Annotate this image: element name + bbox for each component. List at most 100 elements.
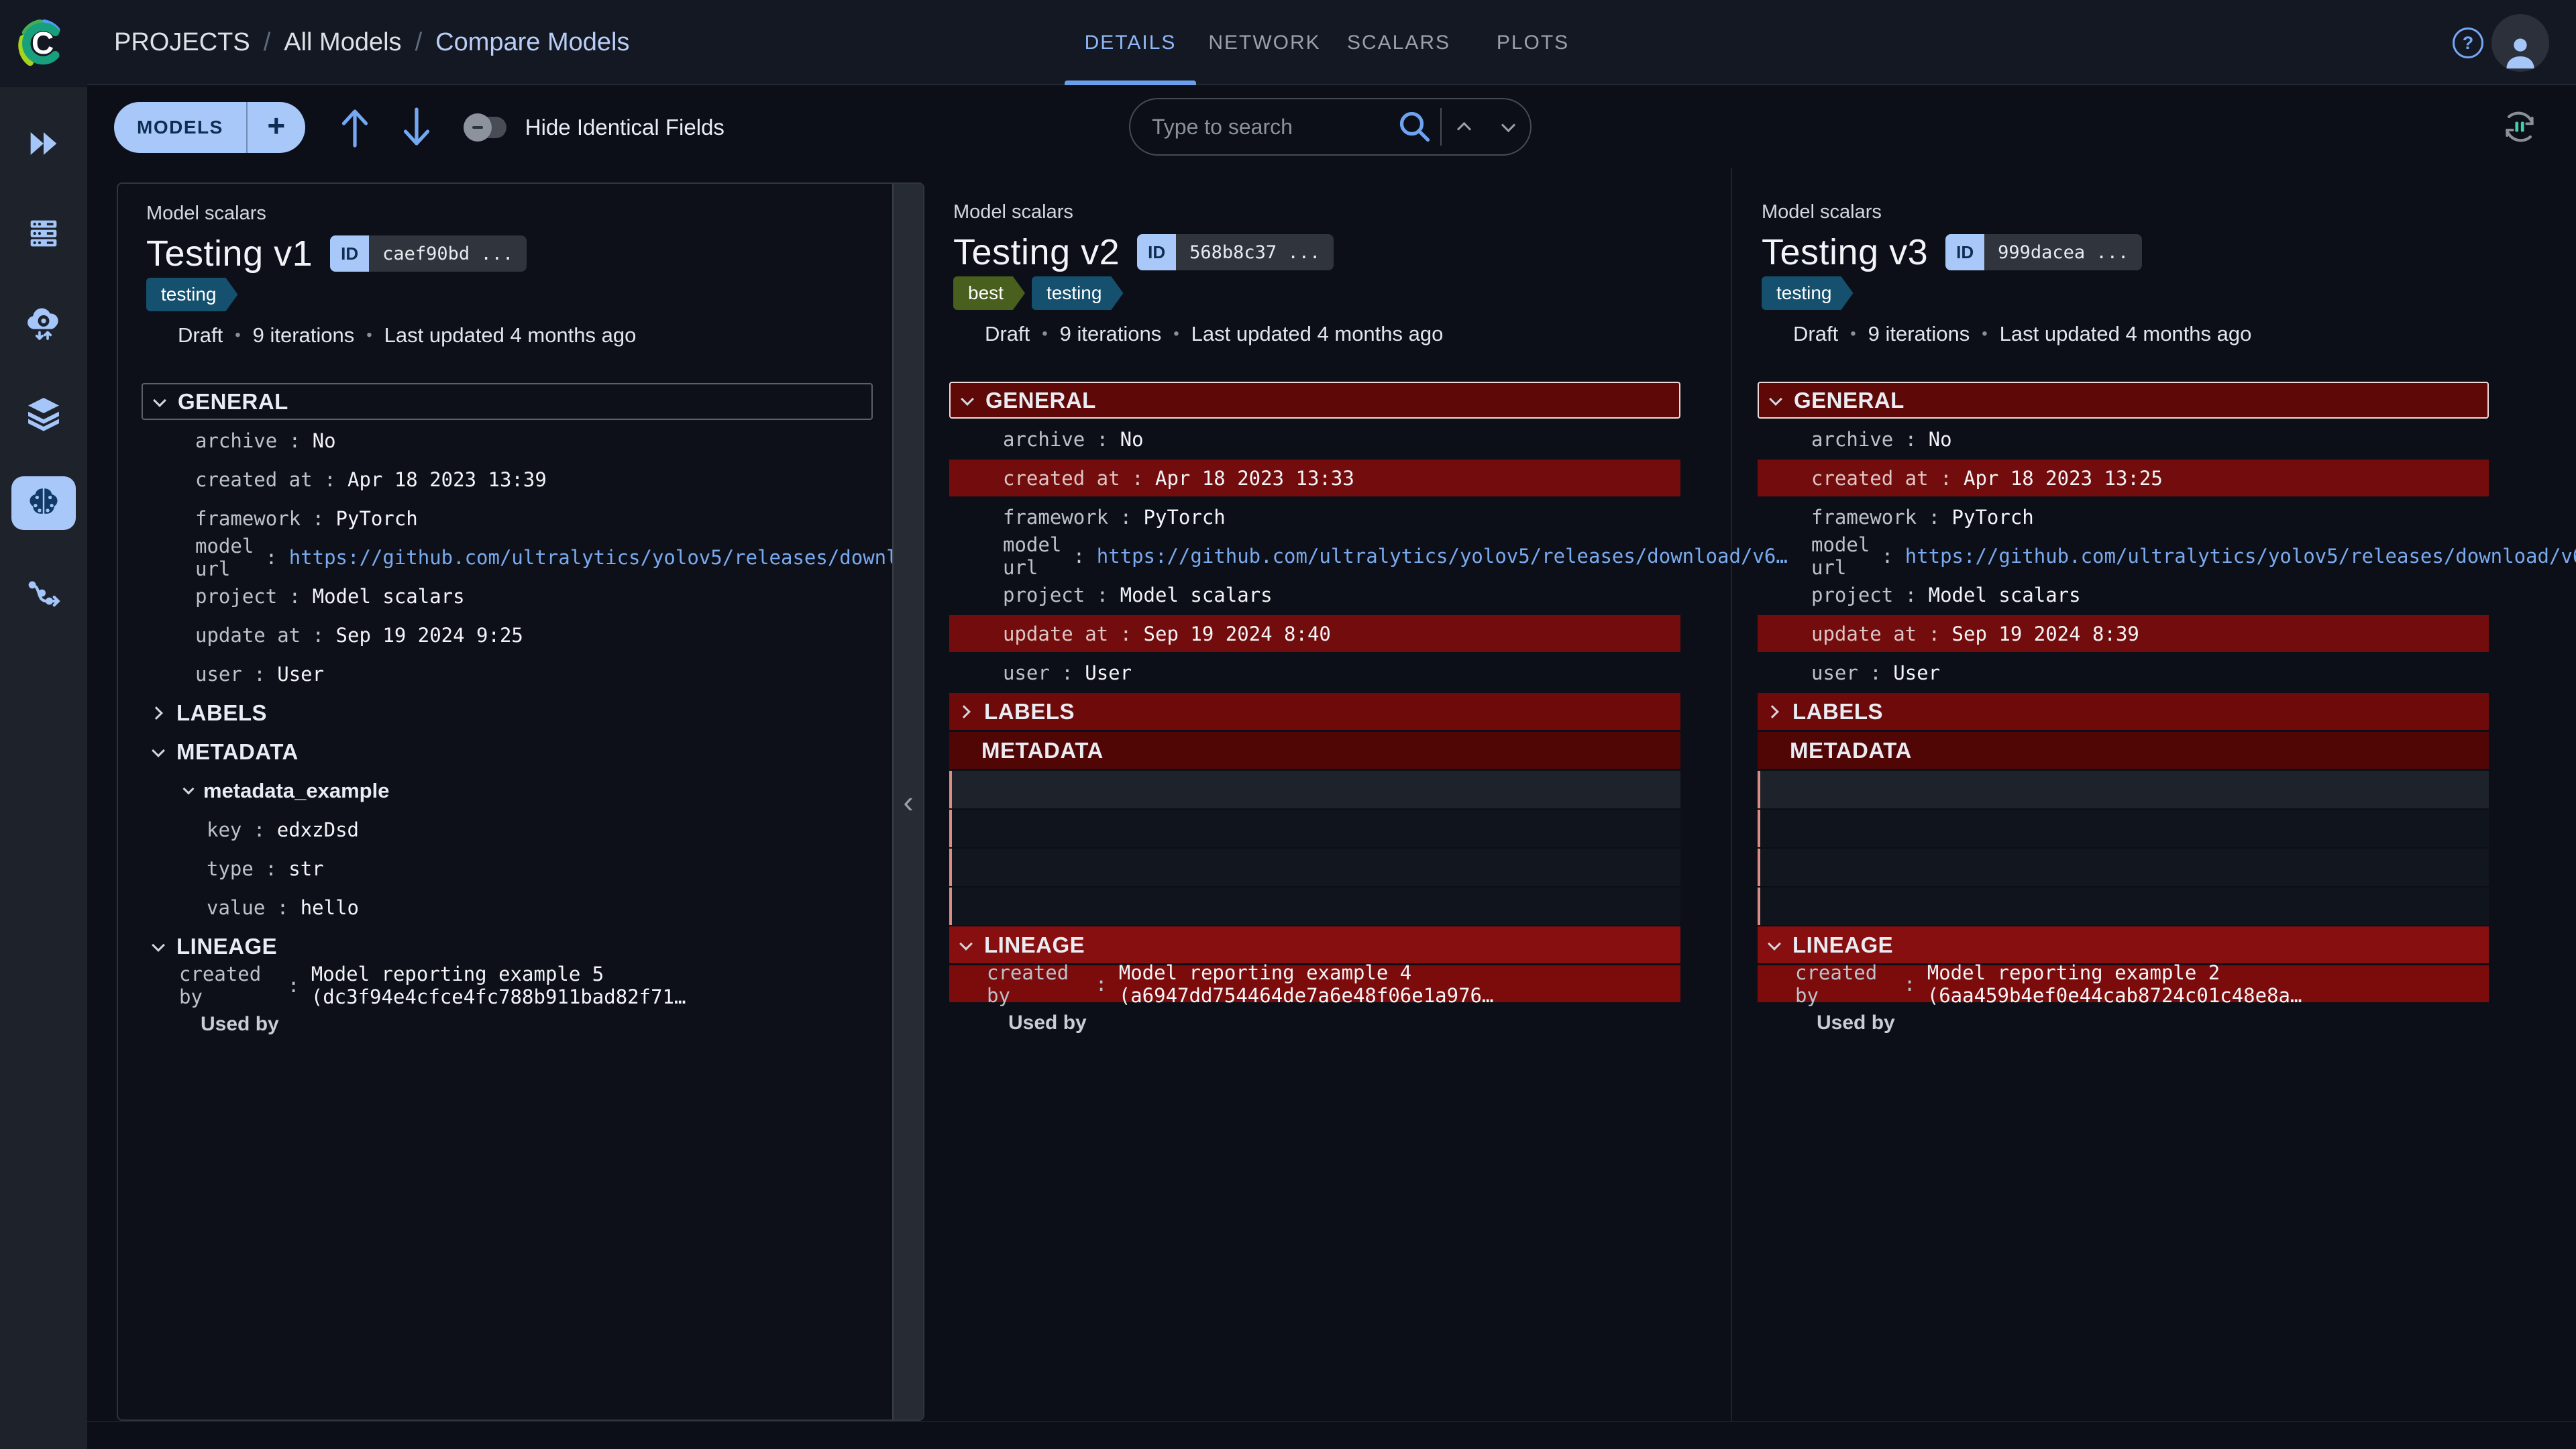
models-button[interactable]: MODELS — [137, 116, 223, 138]
field-label: type — [207, 857, 254, 880]
tab-network[interactable]: NETWORK — [1208, 31, 1321, 54]
projects-icon — [30, 132, 57, 155]
chevron-right-icon — [1766, 703, 1783, 720]
section-title: LABELS — [1792, 698, 1883, 724]
field-value: Apr 18 2023 13:39 — [347, 468, 547, 491]
field-created-at-diff: created at : Apr 18 2023 13:33 — [949, 460, 1680, 496]
field-model-url: model url : https://github.com/ultralyti… — [949, 533, 1788, 579]
status-badge: Draft — [985, 322, 1030, 345]
field-label: created by — [1795, 961, 1878, 1007]
field-colon: : — [1892, 972, 1927, 996]
hide-identical-toggle[interactable] — [463, 113, 506, 142]
sidebar-item-models[interactable] — [11, 476, 76, 530]
prev-diff-button[interactable] — [335, 104, 375, 151]
breadcrumb-all-models[interactable]: All Models — [284, 28, 402, 56]
field-value: PyTorch — [335, 506, 418, 530]
model-url-link[interactable]: https://github.com/ultralytics/yolov5/re… — [288, 545, 892, 569]
search-prev-button[interactable] — [1442, 107, 1486, 147]
used-by-text: Used by — [201, 1012, 279, 1035]
model-meta: Draft • 9 iterations • Last updated 4 mo… — [948, 322, 1680, 346]
dot-separator: • — [1042, 325, 1048, 343]
empty-diff-row — [949, 888, 1680, 925]
chevron-right-icon — [150, 704, 167, 722]
model-meta: Draft • 9 iterations • Last updated 4 mo… — [1756, 322, 2489, 346]
compare-panel: Model scalars Testing v1 ID caef90bd ...… — [87, 168, 2576, 1422]
field-key: key : edxzDsd — [142, 811, 873, 848]
field-value: Model reporting example 2 (6aa459b4ef0e4… — [1927, 961, 2302, 1007]
field-user: user : User — [1758, 654, 2489, 691]
field-label: user — [1811, 661, 1858, 684]
search-icon[interactable] — [1395, 107, 1435, 147]
next-diff-button[interactable] — [396, 104, 437, 151]
tab-details[interactable]: DETAILS — [1063, 0, 1197, 85]
field-value: User — [1893, 661, 1941, 684]
model-id-chip[interactable]: ID caef90bd ... — [330, 235, 527, 272]
field-label: update at — [195, 623, 301, 647]
avatar[interactable] — [2491, 14, 2549, 72]
section-general[interactable]: GENERAL — [1758, 382, 2489, 419]
search-input[interactable] — [1130, 114, 1395, 140]
section-metadata[interactable]: METADATA — [949, 732, 1680, 769]
section-labels[interactable]: LABELS — [1758, 693, 2489, 730]
auto-refresh-button[interactable] — [2500, 107, 2540, 147]
last-updated-text: Last updated 4 months ago — [1191, 322, 1444, 345]
field-created-at-diff: created at : Apr 18 2023 13:25 — [1758, 460, 2489, 496]
section-general[interactable]: GENERAL — [142, 383, 873, 420]
model-id-chip[interactable]: ID 568b8c37 ... — [1137, 234, 1334, 270]
field-label: key — [207, 818, 242, 841]
tab-scalars[interactable]: SCALARS — [1346, 31, 1451, 54]
metadata-group[interactable]: metadata_example — [142, 772, 873, 809]
field-created-by-diff: created by : Model reporting example 4 (… — [949, 961, 1680, 1007]
sidebar-item-workers-queues[interactable] — [11, 207, 76, 260]
chevron-down-icon — [957, 936, 975, 954]
help-icon[interactable]: ? — [2453, 28, 2483, 58]
sidebar-item-datasets[interactable] — [11, 386, 76, 440]
field-label: model url — [1003, 533, 1062, 579]
model-id-chip[interactable]: ID 999dacea ... — [1945, 234, 2143, 270]
field-label: update at — [1003, 622, 1109, 645]
dot-separator: • — [1850, 325, 1856, 343]
clearml-logo[interactable]: C — [0, 0, 87, 87]
section-title: LABELS — [176, 700, 267, 725]
field-colon: : — [1120, 466, 1155, 490]
sidebar-item-applications[interactable] — [11, 297, 76, 350]
model-url-link[interactable]: https://github.com/ultralytics/yolov5/re… — [1096, 544, 1788, 568]
field-value: Apr 18 2023 13:25 — [1964, 466, 2163, 490]
field-label: archive — [195, 429, 278, 452]
sidebar-item-pipelines[interactable] — [11, 566, 76, 620]
empty-diff-row — [1758, 849, 2489, 886]
section-metadata[interactable]: METADATA — [142, 733, 873, 770]
field-colon: : — [1928, 466, 1964, 490]
section-lineage[interactable]: LINEAGE — [1758, 926, 2489, 963]
add-model-button[interactable]: + — [246, 101, 305, 153]
tab-plots[interactable]: PLOTS — [1496, 31, 1570, 54]
section-metadata[interactable]: METADATA — [1758, 732, 2489, 769]
empty-diff-row — [949, 810, 1680, 847]
logo-arcs — [18, 19, 60, 66]
model-url-link[interactable]: https://github.com/ultralytics/yolov5/re… — [1904, 544, 2576, 568]
sidebar-item-projects[interactable] — [11, 117, 76, 170]
field-value: Sep 19 2024 9:25 — [335, 623, 523, 647]
section-lineage[interactable]: LINEAGE — [142, 928, 873, 965]
field-colon: : — [1917, 622, 1952, 645]
section-lineage[interactable]: LINEAGE — [949, 926, 1680, 963]
search-next-button[interactable] — [1486, 107, 1530, 147]
field-update-at-diff: update at : Sep 19 2024 8:39 — [1758, 615, 2489, 652]
collapse-rail[interactable]: ‹ — [892, 184, 923, 1419]
used-by-text: Used by — [1008, 1011, 1087, 1034]
breadcrumb-projects[interactable]: PROJECTS — [114, 28, 250, 56]
section-general[interactable]: GENERAL — [949, 382, 1680, 419]
id-label: ID — [330, 235, 370, 272]
section-labels[interactable]: LABELS — [142, 694, 873, 731]
section-labels[interactable]: LABELS — [949, 693, 1680, 730]
section-title: LABELS — [984, 698, 1075, 724]
field-update-at: update at : Sep 19 2024 9:25 — [142, 616, 873, 653]
field-value: PyTorch — [1951, 505, 2034, 529]
chevron-right-icon — [957, 703, 975, 720]
search-divider — [1440, 108, 1442, 146]
breadcrumb-separator: / — [415, 28, 423, 56]
field-archive: archive : No — [1758, 421, 2489, 458]
field-colon: : — [301, 623, 336, 647]
field-project: project : Model scalars — [1758, 576, 2489, 613]
status-badge: Draft — [178, 323, 223, 347]
